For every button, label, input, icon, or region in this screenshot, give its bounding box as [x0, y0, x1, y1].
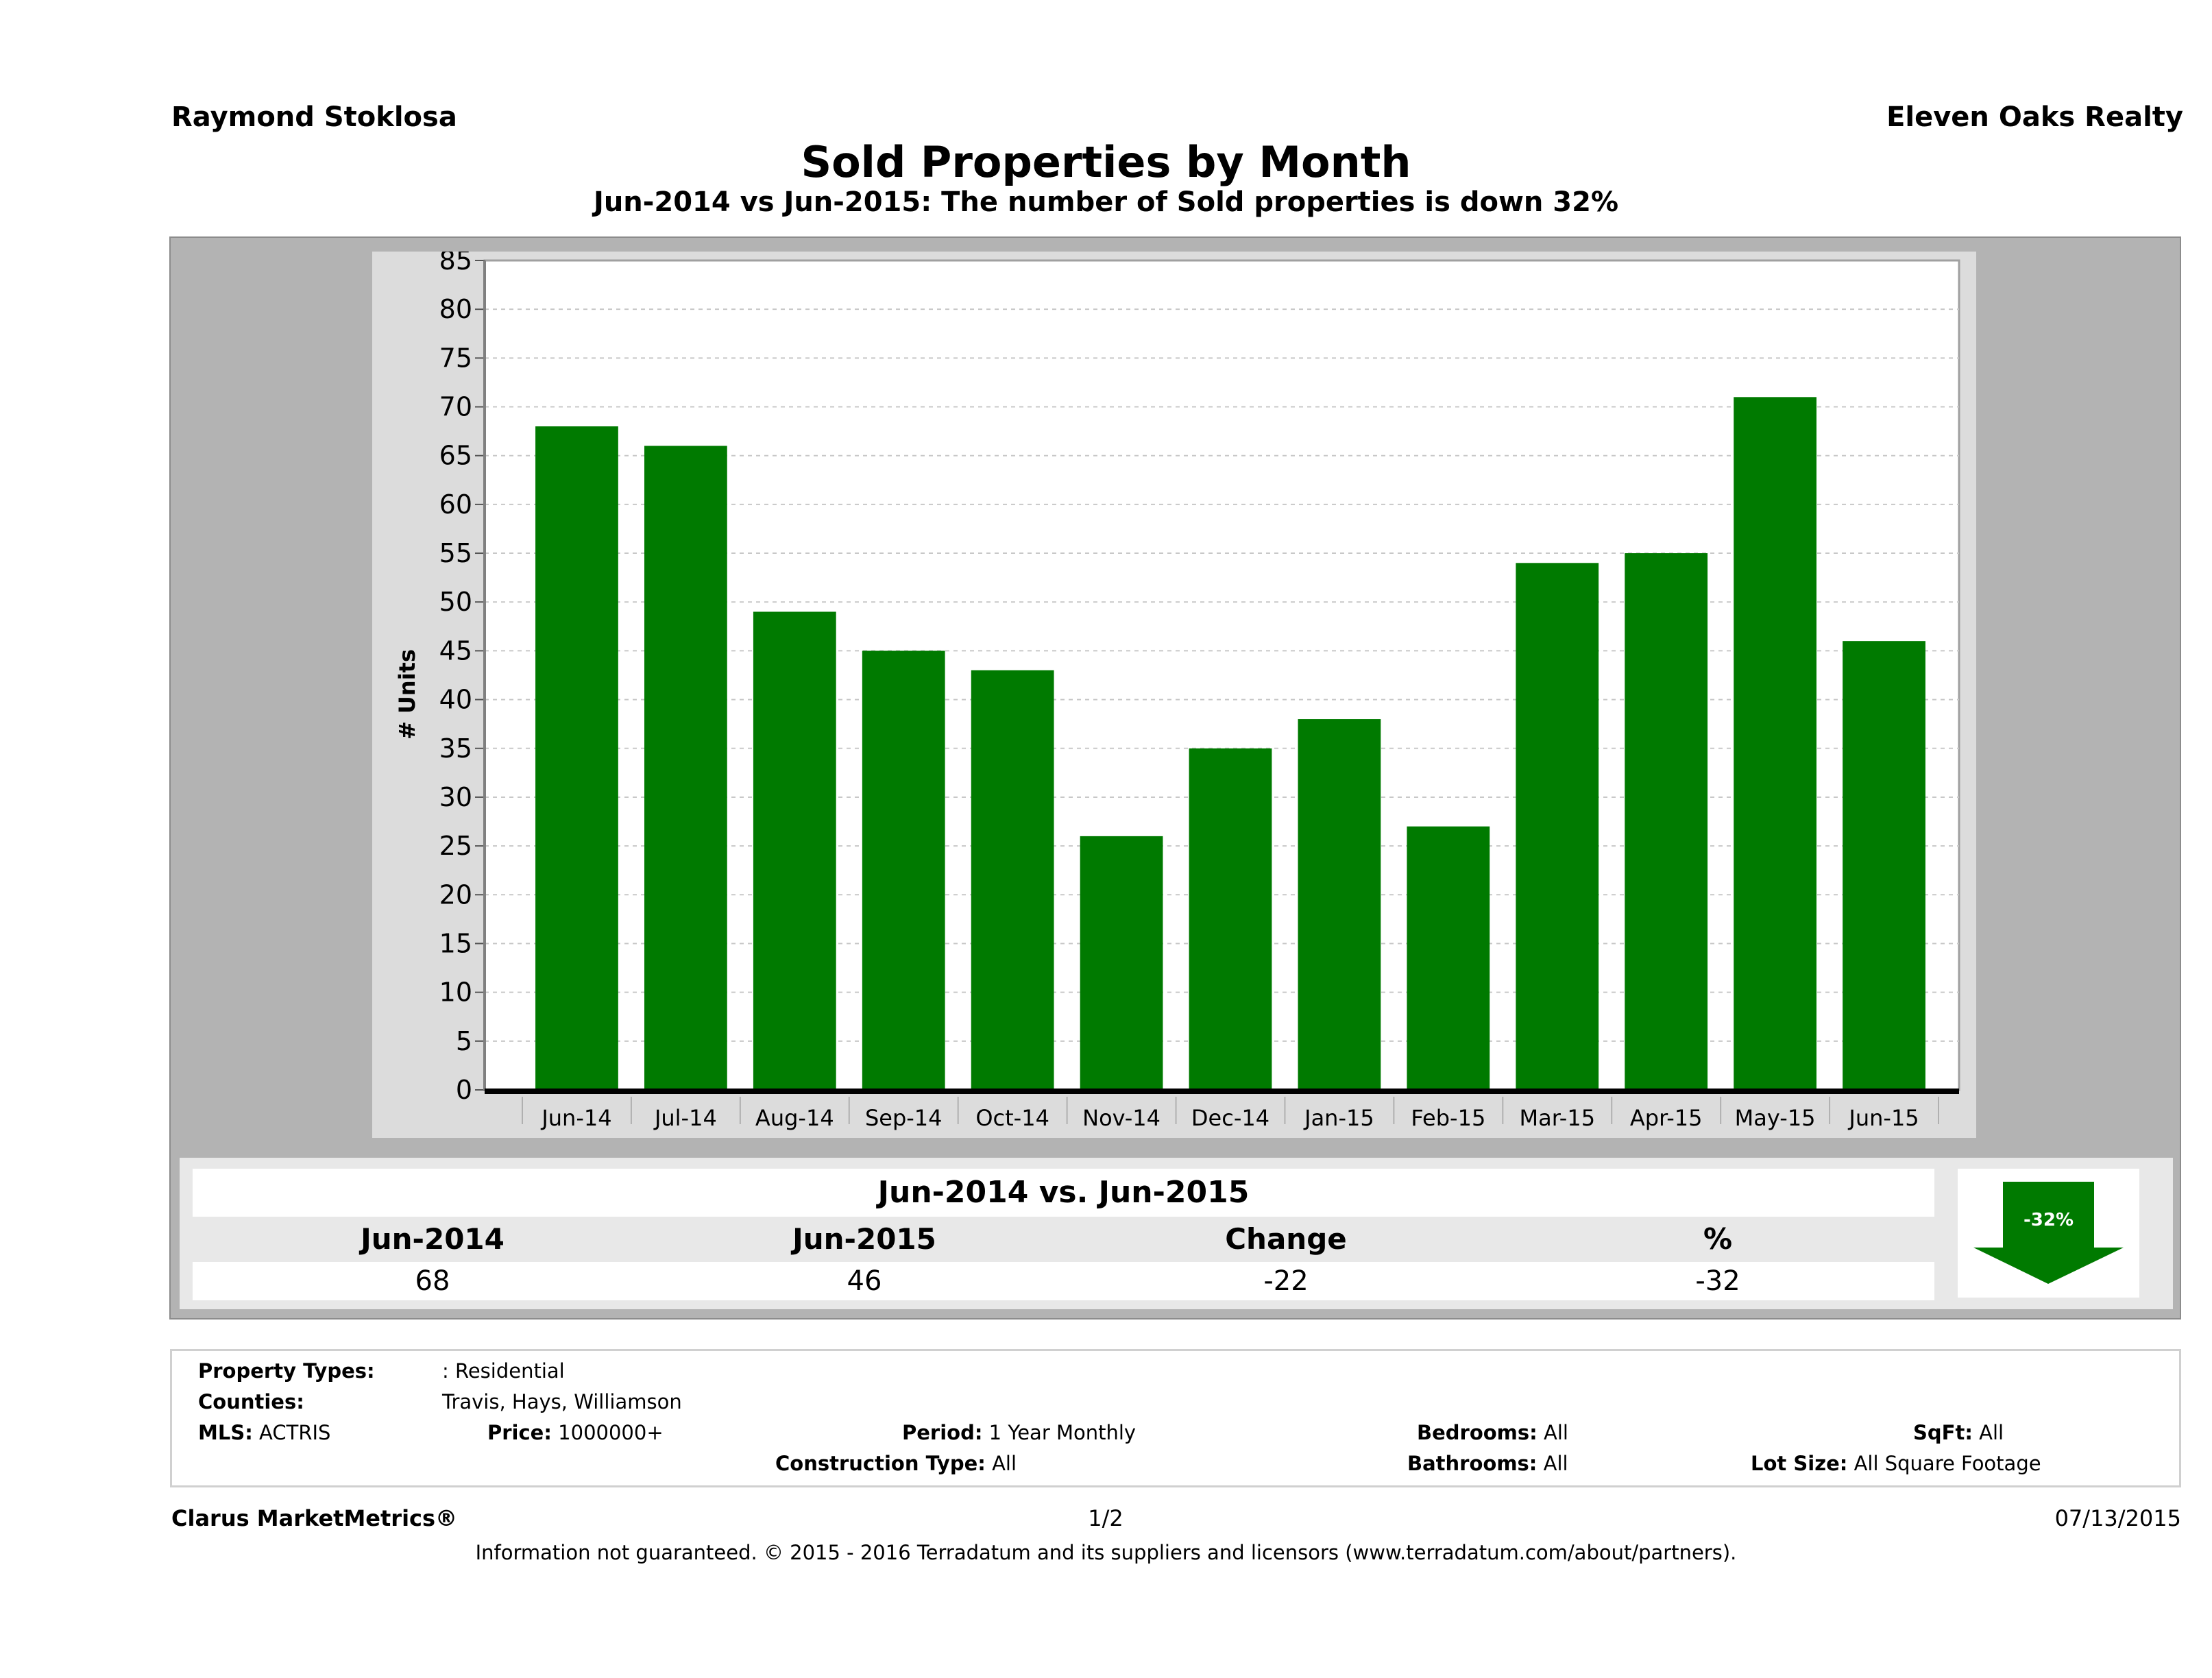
- axes: 0 5 10 15 20 25 30 35 40 45 50 55 60 65 70 75 80 85 Jun-14…: [439, 252, 1959, 1131]
- x-tick-label: Aug-14: [755, 1105, 834, 1131]
- y-tick-label: 65: [439, 441, 472, 471]
- bathrooms-label: Bathrooms:: [1407, 1452, 1538, 1475]
- y-tick-label: 75: [439, 343, 472, 373]
- chart-panel: 0 5 10 15 20 25 30 35 40 45 50 55 60 65 70 75 80 85 Jun-14…: [372, 252, 1976, 1138]
- filter-criteria: Property Types: : Residential Counties: …: [170, 1349, 2181, 1487]
- x-tick-label: Jun-15: [1847, 1105, 1919, 1131]
- property-types-value: : Residential: [442, 1359, 565, 1383]
- bar: [1516, 563, 1599, 1090]
- bar-chart: 0 5 10 15 20 25 30 35 40 45 50 55 60 65 70 75 80 85 Jun-14…: [394, 252, 1960, 1131]
- agent-name: Raymond Stoklosa: [171, 101, 457, 133]
- disclaimer: Information not guaranteed. © 2015 - 201…: [475, 1541, 1737, 1564]
- change-badge-label: -32%: [2023, 1210, 2074, 1230]
- construction-type-label: Construction Type:: [775, 1452, 986, 1475]
- y-axis-label: # Units: [394, 649, 420, 740]
- bar: [1080, 836, 1163, 1090]
- bar: [1625, 553, 1708, 1090]
- value-jun-2014: 68: [415, 1265, 450, 1297]
- x-tick-label: May-15: [1735, 1105, 1816, 1131]
- bar: [1189, 748, 1272, 1090]
- y-tick-label: 80: [439, 294, 472, 324]
- bathrooms-value: All: [1543, 1452, 1568, 1475]
- bar: [535, 426, 618, 1090]
- y-tick-label: 50: [439, 587, 472, 617]
- report-date: 07/13/2015: [2054, 1505, 2181, 1531]
- lot-size-label: Lot Size:: [1751, 1452, 1848, 1475]
- counties-label: Counties:: [198, 1390, 304, 1413]
- report-subtitle: Jun-2014 vs Jun-2015: The number of Sold…: [593, 186, 1619, 218]
- construction-type-value: All: [992, 1452, 1017, 1475]
- y-tick-label: 10: [439, 977, 472, 1008]
- down-arrow-icon: [1973, 1182, 2124, 1284]
- y-tick-label: 85: [439, 252, 472, 276]
- summary-value-row: 68 46 -22 -32: [193, 1262, 1934, 1300]
- sqft-label: SqFt:: [1913, 1421, 1973, 1444]
- y-tick-label: 25: [439, 831, 472, 861]
- period-value: 1 Year Monthly: [988, 1421, 1137, 1444]
- y-tick-label: 45: [439, 635, 472, 666]
- x-tick-label: Mar-15: [1519, 1105, 1595, 1131]
- x-tick-label: Jan-15: [1303, 1105, 1374, 1131]
- bar: [1843, 641, 1925, 1090]
- footer-brand: Clarus MarketMetrics®: [171, 1505, 458, 1531]
- price-value: 1000000+: [558, 1421, 664, 1444]
- y-tick-label: 0: [456, 1075, 472, 1105]
- bar: [1407, 826, 1490, 1090]
- bar: [1298, 719, 1381, 1090]
- period-label: Period:: [902, 1421, 983, 1444]
- bar: [753, 611, 836, 1090]
- price-label: Price:: [487, 1421, 552, 1444]
- x-tick-label: Sep-14: [865, 1105, 943, 1131]
- x-tick-label: Dec-14: [1191, 1105, 1269, 1131]
- x-tick-label: Apr-15: [1630, 1105, 1703, 1131]
- bedrooms-value: All: [1543, 1421, 1568, 1444]
- x-tick-label: Oct-14: [975, 1105, 1049, 1131]
- header-change: Change: [1225, 1222, 1347, 1256]
- y-tick-label: 15: [439, 928, 472, 958]
- value-jun-2015: 46: [847, 1265, 882, 1297]
- sqft-value: All: [1979, 1421, 2004, 1444]
- y-tick-label: 20: [439, 879, 472, 910]
- x-tick-label: Feb-15: [1411, 1105, 1485, 1131]
- bar: [862, 650, 945, 1090]
- summary-header-row: Jun-2014 Jun-2015 Change %: [193, 1217, 1934, 1262]
- bedrooms-label: Bedrooms:: [1417, 1421, 1538, 1444]
- bar: [971, 670, 1054, 1090]
- y-tick-label: 60: [439, 489, 472, 520]
- counties-value: Travis, Hays, Williamson: [442, 1390, 682, 1413]
- summary-panel: Jun-2014 vs. Jun-2015 Jun-2014 Jun-2015 …: [180, 1158, 2173, 1309]
- y-tick-label: 5: [456, 1026, 472, 1056]
- company-name: Eleven Oaks Realty: [1886, 101, 2183, 133]
- x-tick-label: Nov-14: [1082, 1105, 1160, 1131]
- lot-size-value: All Square Footage: [1854, 1452, 2041, 1475]
- bar: [644, 446, 727, 1090]
- summary-title: Jun-2014 vs. Jun-2015: [193, 1169, 1934, 1217]
- y-tick-label: 30: [439, 782, 472, 812]
- page-number: 1/2: [1088, 1505, 1123, 1531]
- y-tick-label: 35: [439, 733, 472, 764]
- value-percent: -32: [1695, 1265, 1740, 1297]
- header-percent: %: [1703, 1222, 1733, 1256]
- bars: [535, 397, 1925, 1090]
- y-tick-label: 55: [439, 538, 472, 568]
- y-tick-label: 40: [439, 685, 472, 715]
- x-tick-label: Jun-14: [540, 1105, 611, 1131]
- value-change: -22: [1263, 1265, 1309, 1297]
- header-jun-2014: Jun-2014: [361, 1222, 505, 1256]
- change-badge: -32%: [1958, 1169, 2139, 1298]
- mls-value: ACTRIS: [259, 1421, 331, 1444]
- x-tick-label: Jul-14: [653, 1105, 717, 1131]
- bar: [1734, 397, 1817, 1090]
- property-types-label: Property Types:: [198, 1359, 375, 1383]
- report-title: Sold Properties by Month: [801, 137, 1411, 187]
- mls-label: MLS:: [198, 1421, 253, 1444]
- header-jun-2015: Jun-2015: [792, 1222, 936, 1256]
- y-tick-label: 70: [439, 392, 472, 422]
